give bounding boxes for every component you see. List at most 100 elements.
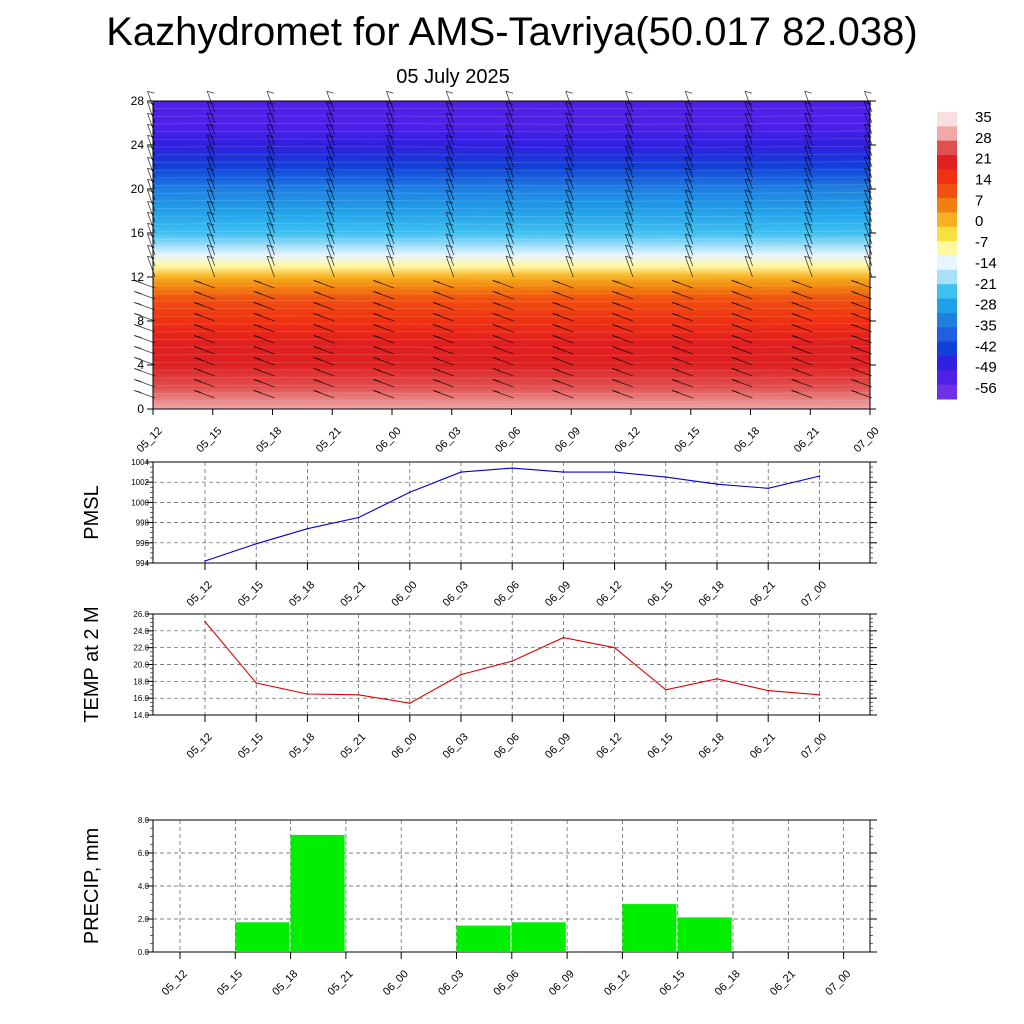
wind-barb-flag <box>373 346 381 349</box>
wind-barb <box>864 212 873 234</box>
wind-barb <box>565 212 574 234</box>
y-tick-label: 1002 <box>131 478 149 487</box>
wind-barb <box>565 157 574 179</box>
wind-barb-flag <box>804 134 812 138</box>
wind-barb-flag <box>625 145 633 149</box>
wind-barb-flag <box>266 145 275 149</box>
wind-barb <box>864 245 873 267</box>
wind-barb-flag <box>851 302 859 305</box>
wind-barb-flag <box>685 255 693 259</box>
wind-barb <box>565 179 574 201</box>
y-tick-label: 20.0 <box>133 661 149 670</box>
x-tick-label: 06_03 <box>441 731 471 761</box>
wind-barb <box>804 256 813 278</box>
wind-barb-flag <box>671 291 680 294</box>
wind-barb-flag <box>685 200 693 204</box>
wind-barb <box>147 102 156 124</box>
wind-barb <box>326 113 335 135</box>
wind-barb-flag <box>731 379 739 382</box>
wind-barb <box>206 102 216 124</box>
y-tick-label: 8.0 <box>138 816 150 825</box>
wind-barb-flag <box>386 222 394 226</box>
wind-barb <box>445 256 455 278</box>
wind-barb-flag <box>552 324 560 327</box>
wind-barb-flag <box>266 255 275 259</box>
wind-barb <box>625 124 634 146</box>
y-tick-label: 0.0 <box>138 948 150 957</box>
wind-barb <box>206 179 216 201</box>
wind-barb-flag <box>744 211 753 215</box>
wind-barb-flag <box>565 244 573 248</box>
wind-barb <box>326 201 335 223</box>
temperature-contour <box>152 215 871 217</box>
wind-barb-flag <box>266 211 275 215</box>
wind-barb-flag <box>373 335 381 338</box>
wind-barb-flag <box>207 189 215 193</box>
wind-barb-flag <box>193 280 202 283</box>
x-tick-label: 06_00 <box>389 579 419 609</box>
wind-barb-flag <box>851 379 859 382</box>
wind-barb <box>804 91 813 113</box>
x-tick-label: 06_09 <box>543 579 573 609</box>
wind-barb-flag <box>326 90 334 94</box>
temperature-contour <box>152 161 871 164</box>
wind-barb-flag <box>851 346 859 349</box>
wind-barb-flag <box>193 379 202 382</box>
wind-barb <box>804 146 813 168</box>
wind-barb <box>326 212 335 234</box>
wind-barb-flag <box>253 335 261 338</box>
y-tick-label: 16.0 <box>133 694 149 703</box>
wind-barb <box>744 102 753 124</box>
wind-barb-flag <box>386 134 394 138</box>
colorbar-swatch <box>937 112 957 127</box>
wind-barb <box>565 256 574 278</box>
wind-barb <box>266 135 275 157</box>
wind-barb-flag <box>446 167 454 171</box>
wind-barb <box>565 146 574 168</box>
wind-barb <box>864 124 873 146</box>
wind-barb <box>744 146 753 168</box>
wind-barb <box>386 223 395 245</box>
wind-barb <box>505 113 514 135</box>
wind-barb-flag <box>505 167 514 171</box>
wind-barb <box>445 234 455 256</box>
wind-barb-flag <box>134 302 142 305</box>
wind-barb-flag <box>193 335 202 338</box>
wind-barb-flag <box>851 390 859 393</box>
wind-barb <box>804 102 813 124</box>
wind-barb-flag <box>744 90 753 94</box>
data-point <box>204 620 206 623</box>
data-point <box>255 682 257 684</box>
wind-barb-flag <box>134 357 142 360</box>
wind-barb <box>744 245 753 267</box>
data-point <box>409 702 411 704</box>
wind-barb <box>505 91 514 113</box>
wind-barb-flag <box>791 302 799 305</box>
wind-barb <box>804 201 813 223</box>
wind-barb <box>266 223 275 245</box>
wind-barb <box>386 146 395 168</box>
wind-barb-flag <box>134 390 142 393</box>
wind-barb-flag <box>744 112 753 116</box>
x-tick-label: 05_18 <box>254 425 284 455</box>
wind-barb <box>445 113 455 135</box>
x-tick-label: 06_00 <box>381 968 411 998</box>
wind-barb-flag <box>791 390 799 393</box>
wind-barb-flag <box>625 178 633 182</box>
colorbar-swatch <box>937 384 957 400</box>
wind-barb-flag <box>313 368 321 371</box>
wind-barb <box>386 157 395 179</box>
y-axis-label: PMSL <box>81 485 103 539</box>
wind-barb-flag <box>326 112 334 116</box>
x-tick-label: 05_12 <box>160 968 190 998</box>
y-tick-label: 26.0 <box>133 610 149 619</box>
wind-barb-flag <box>207 200 215 204</box>
figure-title: Kazhydromet for AMS-Tavriya(50.017 82.03… <box>106 10 918 54</box>
temperature-contour <box>152 361 871 364</box>
wind-barb-flag <box>804 101 812 105</box>
wind-barb <box>147 135 156 157</box>
wind-barb-flag <box>266 244 275 248</box>
temperature-contour <box>152 253 871 256</box>
wind-barb <box>266 245 275 267</box>
wind-barb <box>565 102 574 124</box>
